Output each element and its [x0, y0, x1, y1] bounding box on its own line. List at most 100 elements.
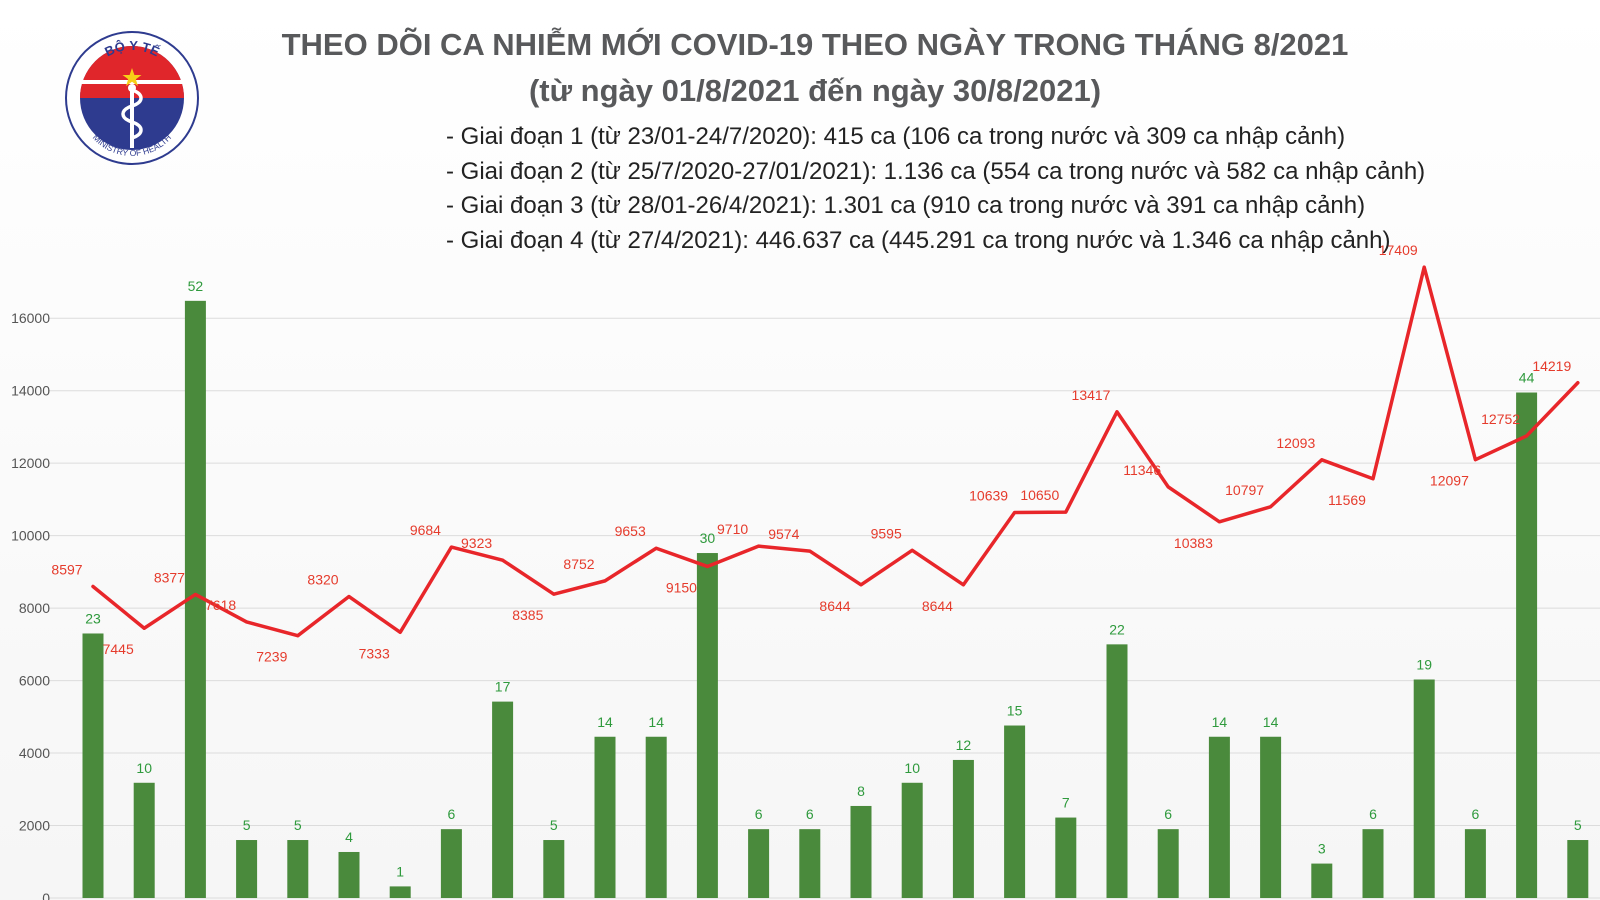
line-data-label: 7333 — [359, 645, 390, 661]
y-tick-label: 6000 — [19, 673, 50, 689]
line-point — [1166, 485, 1170, 489]
bar-data-label: 6 — [1472, 806, 1480, 822]
line-data-label: 8320 — [307, 572, 338, 588]
bar-data-label: 6 — [448, 806, 456, 822]
chart-title-block: THEO DÕI CA NHIỄM MỚI COVID-19 THEO NGÀY… — [250, 22, 1380, 114]
bar-data-label: 17 — [495, 679, 511, 695]
line-data-label: 13417 — [1072, 387, 1111, 403]
stage-item-2: - Giai đoạn 2 (từ 25/7/2020-27/01/2021):… — [446, 157, 1426, 185]
line-point — [449, 545, 453, 549]
line-point — [757, 544, 761, 548]
bar-data-label: 14 — [1212, 714, 1228, 730]
line-data-label: 9684 — [410, 522, 441, 538]
bar-data-label: 3 — [1318, 841, 1326, 857]
line-data-label: 11346 — [1123, 462, 1161, 478]
bar-data-label: 6 — [806, 806, 814, 822]
line-data-label: 10797 — [1225, 482, 1264, 498]
line-point — [1064, 510, 1068, 514]
line-point — [552, 592, 556, 596]
line-point — [193, 592, 197, 596]
bar — [338, 851, 360, 898]
line-point — [859, 583, 863, 587]
line-point — [910, 548, 914, 552]
line-data-label: 8752 — [563, 556, 594, 572]
chart-labels: 23 10 52 5 5 4 1 6 17 5 14 14 30 6 6 8 10 12 15 7 22 6 14 14 3 6 1… — [51, 242, 1581, 879]
line-point — [1269, 505, 1273, 509]
bar — [645, 736, 667, 898]
line-point — [347, 595, 351, 599]
bar-data-label: 5 — [243, 817, 251, 833]
bar — [82, 633, 104, 898]
bar — [543, 840, 565, 898]
bar-data-label: 22 — [1109, 621, 1125, 637]
line-point — [1320, 458, 1324, 462]
bar — [696, 553, 718, 898]
ministry-of-health-logo: BỘ Y TẾ MINISTRY OF HEALTH — [62, 28, 202, 168]
line-point — [1371, 477, 1375, 481]
line-data-label: 14219 — [1532, 358, 1571, 374]
bar — [184, 300, 206, 898]
line-point — [501, 558, 505, 562]
chart-subtitle: (từ ngày 01/8/2021 đến ngày 30/8/2021) — [528, 73, 1102, 108]
line-point — [1217, 520, 1221, 524]
line-point — [705, 564, 709, 568]
bar — [901, 782, 923, 898]
line-data-label: 8377 — [154, 569, 185, 585]
bar-data-label: 23 — [85, 610, 101, 626]
y-tick-label: 14000 — [11, 383, 50, 399]
bar-data-label: 1 — [396, 863, 404, 879]
y-tick-label: 16000 — [11, 310, 50, 326]
bar-data-label: 6 — [1164, 806, 1172, 822]
bar-data-label: 4 — [345, 829, 353, 845]
line-data-label: 10383 — [1174, 535, 1213, 551]
bar — [1157, 829, 1179, 898]
bar — [1567, 840, 1589, 898]
bar — [799, 829, 821, 898]
stage-item-1: - Giai đoạn 1 (từ 23/01-24/7/2020): 415 … — [446, 123, 1346, 150]
line-data-label: 9653 — [615, 523, 646, 539]
bar — [133, 782, 155, 898]
line-data-label: 7239 — [256, 649, 287, 665]
line-point — [1576, 381, 1580, 385]
line-data-label: 10639 — [969, 487, 1008, 503]
line-data-label: 8597 — [51, 561, 82, 577]
bar-data-label: 5 — [1574, 817, 1582, 833]
bar — [236, 840, 258, 898]
line-data-label: 9150 — [666, 579, 697, 595]
line-point — [654, 546, 658, 550]
y-tick-label: 12000 — [11, 455, 50, 471]
line-data-label: 8385 — [512, 607, 543, 623]
bar — [440, 829, 462, 898]
bar-data-label: 14 — [1263, 714, 1279, 730]
line-data-label: 9574 — [768, 526, 799, 542]
y-tick-label: 4000 — [19, 745, 50, 761]
bar-data-label: 15 — [1007, 703, 1023, 719]
line-data-label: 8644 — [922, 598, 953, 614]
bar-data-label: 8 — [857, 783, 865, 799]
line-data-label: 7618 — [205, 597, 236, 613]
bar — [1260, 736, 1282, 898]
chart-grid: 0 2000 4000 6000 8000 10000 12000 14000 16000 — [11, 310, 1600, 900]
bar — [1413, 679, 1435, 898]
bar — [952, 759, 974, 898]
line-data-label: 17409 — [1379, 242, 1418, 258]
stage-item-3: - Giai đoạn 3 (từ 28/01-26/4/2021): 1.30… — [446, 192, 1366, 219]
line-point — [296, 634, 300, 638]
bar-data-label: 10 — [904, 760, 920, 776]
bar-data-label: 19 — [1416, 657, 1432, 673]
line-data-label: 12752 — [1481, 411, 1520, 427]
bar-series — [82, 300, 1589, 898]
line-point — [398, 630, 402, 634]
line-data-label: 9710 — [717, 521, 748, 537]
line-point — [808, 549, 812, 553]
svg-text:BỘ Y TẾ: BỘ Y TẾ — [102, 38, 162, 60]
bar — [1464, 829, 1486, 898]
bar — [1004, 725, 1026, 898]
bar — [1362, 829, 1384, 898]
bar — [748, 829, 770, 898]
bar-data-label: 30 — [700, 530, 716, 546]
line-point — [1525, 434, 1529, 438]
bar-data-label: 44 — [1519, 370, 1535, 386]
bar-data-label: 12 — [956, 737, 972, 753]
chart-title: THEO DÕI CA NHIỄM MỚI COVID-19 THEO NGÀY… — [281, 27, 1349, 62]
